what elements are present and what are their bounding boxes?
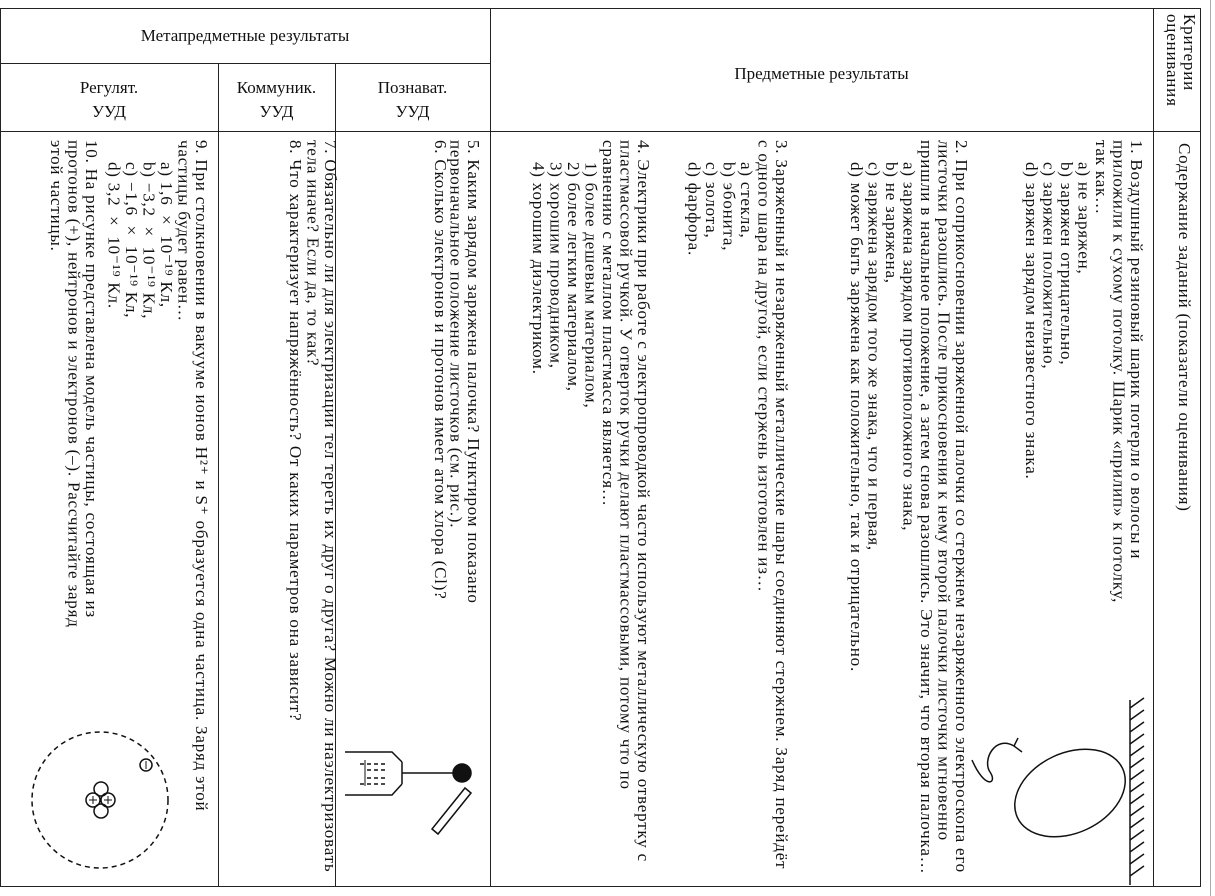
task-option: 3) хорошим проводником,: [546, 162, 566, 369]
task-text: 1. Воздушный резиновый шарик потерли о в…: [1092, 140, 1146, 604]
task-option: d) заряжен зарядом неизвестного знака.: [1022, 162, 1041, 480]
communicative-header: Коммуник. УУД: [218, 76, 335, 124]
task: 9. При столкновении в вакууме ионов H²⁺ …: [104, 140, 212, 880]
regulatory-header: Регулят. УУД: [0, 76, 218, 124]
task-text: 3. Заряженный и незаряженный металлическ…: [754, 140, 792, 870]
task-option: d) фарфора.: [684, 162, 704, 257]
task-text: 5. Каким зарядом заряжена палочка? Пункт…: [446, 140, 484, 604]
task-option: а) не заряжен,: [1074, 162, 1094, 275]
atom-figure: [31, 731, 169, 869]
task-option: d) 3,2 × 10⁻¹⁹ Кл.: [104, 162, 124, 309]
meta-header: Метапредметные результаты: [140, 26, 350, 45]
task-text: 4. Электрики при работе с электропроводк…: [599, 140, 653, 862]
task: 6. Сколько электронов и протонов имеет а…: [431, 140, 450, 685]
rule: [0, 8, 1200, 9]
task-option: c) золота,: [702, 162, 721, 239]
header-line: УУД: [395, 102, 430, 121]
task: 10. На рисунке представлена модель части…: [47, 140, 101, 665]
task-text: 7. Обязательно ли для электризации тел т…: [303, 140, 341, 873]
task: 1. Воздушный резиновый шарик потерли о в…: [1022, 140, 1146, 610]
task-option: d) может быть заряжена как положительно,…: [847, 162, 866, 672]
task-option: c) заряжена зарядом того же знака, что и…: [864, 162, 884, 551]
rule: [218, 63, 219, 887]
rule: [0, 131, 1200, 132]
task: 8. Что характеризует напряжённость? От к…: [286, 140, 305, 880]
task-option: 4) хорошим диэлектриком.: [529, 162, 548, 375]
task-text: 9. При столкновении в вакууме ионов H²⁺ …: [174, 140, 212, 812]
header-line: УУД: [92, 102, 126, 121]
task-option: b) эбонита,: [719, 162, 739, 252]
rule: [0, 886, 1200, 887]
balloon-figure: [971, 697, 1145, 885]
task: 7. Обязательно ли для электризации тел т…: [303, 140, 341, 880]
task: 5. Каким зарядом заряжена палочка? Пункт…: [446, 140, 484, 685]
task-option: c) заряжен положительно,: [1039, 162, 1059, 370]
task-option: 1) более дешевым материалом,: [581, 162, 601, 409]
header-line: Регулят.: [79, 78, 139, 97]
task-option: c) −1,6 × 10⁻¹⁹ Кл,: [122, 162, 141, 319]
task-text: 10. На рисунке представлена модель части…: [47, 140, 101, 628]
rule: [335, 63, 336, 887]
task: 4. Электрики при работе с электропроводк…: [529, 140, 653, 880]
task-option: b) −3,2 × 10⁻¹⁹ Кл,: [139, 162, 159, 320]
task-option: а) 1,6 × 10⁻¹⁹ Кл,: [157, 162, 176, 308]
content-header: Содержание заданий (показатели оценивани…: [1175, 143, 1194, 512]
task-text: 6. Сколько электронов и протонов имеет а…: [431, 140, 450, 600]
rule: [1153, 8, 1154, 887]
task-text: 8. Что характеризует напряжённость? От к…: [286, 140, 305, 722]
task-option: 2) более легким материалом,: [564, 162, 583, 392]
task-text: 2. При соприкосновении заряженной палочк…: [917, 140, 971, 875]
criteria-header: Критерии оценивания: [1163, 14, 1199, 107]
subject-header: Предметные результаты: [734, 64, 909, 83]
header-line: Коммуник.: [236, 78, 317, 97]
task-option: а) заряжена зарядом противоположного зна…: [899, 162, 919, 532]
cognitive-header: Познават. УУД: [335, 76, 490, 124]
rule: [0, 8, 1, 887]
electroscope-figure: [345, 751, 473, 836]
header-line: УУД: [259, 102, 294, 121]
rule: [490, 8, 491, 887]
task-option: b) заряжен отрицательно,: [1057, 162, 1076, 366]
rule: [0, 63, 490, 64]
task: 2. При соприкосновении заряженной палочк…: [847, 140, 971, 880]
task-option: b) не заряжена,: [882, 162, 901, 284]
rule: [1200, 8, 1201, 887]
header-line: Познават.: [377, 78, 448, 97]
task-option: а) стекла,: [737, 162, 756, 239]
rule: [1210, 0, 1211, 896]
task: 3. Заряженный и незаряженный металлическ…: [684, 140, 792, 880]
